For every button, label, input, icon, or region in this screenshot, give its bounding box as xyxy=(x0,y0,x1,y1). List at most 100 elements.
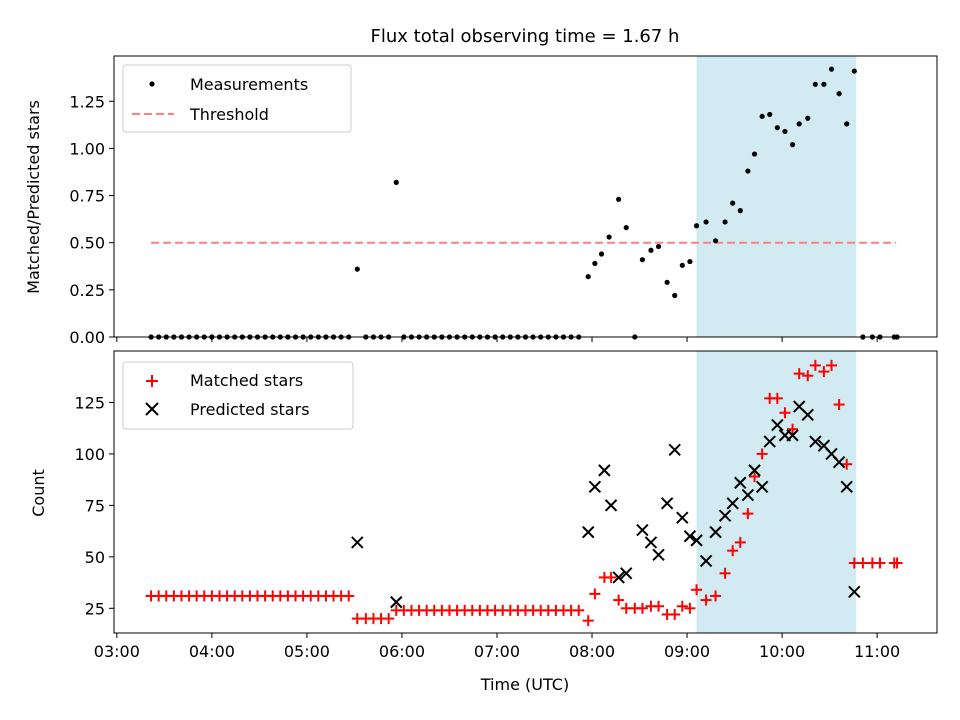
matched-star-point xyxy=(589,588,601,600)
matched-star-point xyxy=(613,594,625,606)
measurement-point xyxy=(805,115,811,121)
top-y-tick-label: 1.00 xyxy=(69,139,105,158)
predicted-star-point xyxy=(582,525,595,539)
top-observing-interval xyxy=(696,56,857,337)
top-legend: Measurements Threshold xyxy=(122,64,352,133)
top-shade-rect xyxy=(696,56,857,337)
bottom-y-tick-label: 100 xyxy=(74,445,105,464)
matched-star-point xyxy=(727,545,739,557)
x-tick-label: 11:00 xyxy=(854,642,900,661)
measurement-point xyxy=(730,200,736,206)
measurement-point xyxy=(782,128,788,135)
predicted-star-point xyxy=(786,429,799,442)
predicted-star-point xyxy=(604,499,618,512)
measurement-point xyxy=(851,68,857,74)
predicted-star-point xyxy=(741,488,755,502)
top-y-axis-ticks: 0.00 0.25 0.50 0.75 1.00 1.25 xyxy=(69,92,114,347)
matched-star-point xyxy=(719,567,731,579)
predicted-star-point xyxy=(848,585,861,599)
measurement-point xyxy=(679,262,685,268)
measurement-point xyxy=(796,121,802,127)
matched-star-point xyxy=(742,508,754,520)
measurement-point xyxy=(722,219,728,225)
measurement-point xyxy=(836,91,842,97)
bottom-y-tick-label: 125 xyxy=(74,393,105,412)
legend-predicted-label: Predicted stars xyxy=(190,400,310,419)
predicted-star-point xyxy=(809,435,822,448)
matched-star-point xyxy=(669,608,681,620)
matched-star-point xyxy=(756,448,768,460)
top-y-tick-label: 0.75 xyxy=(69,187,105,206)
bottom-y-tick-label: 25 xyxy=(85,599,105,618)
matched-star-point xyxy=(787,423,799,435)
measurement-point xyxy=(767,111,773,118)
matched-star-point xyxy=(841,458,853,470)
x-tick-label: 05:00 xyxy=(284,642,330,661)
measurement-point xyxy=(693,223,700,229)
measurement-point xyxy=(354,266,360,272)
matched-star-point xyxy=(691,584,703,596)
legend-matched-marker xyxy=(146,375,158,387)
bottom-x-axis-ticks: 03:00 04:00 05:00 06:00 07:00 08:00 09:00 10:00… xyxy=(94,633,900,661)
predicted-star-point xyxy=(801,408,814,422)
top-x-axis-ticks xyxy=(116,337,878,342)
matched-star-point xyxy=(809,359,821,371)
measurement-point xyxy=(812,81,818,87)
bottom-y-tick-label: 75 xyxy=(85,496,105,515)
measurement-point xyxy=(598,251,605,257)
x-tick-label: 09:00 xyxy=(664,642,710,661)
measurement-point xyxy=(737,208,743,214)
predicted-star-point xyxy=(683,530,697,543)
matched-star-point xyxy=(857,557,869,569)
x-tick-label: 07:00 xyxy=(474,642,520,661)
matched-star-point xyxy=(653,600,665,612)
matched-star-point xyxy=(749,471,761,483)
predicted-star-point xyxy=(832,455,846,469)
predicted-star-point xyxy=(755,480,769,494)
matched-star-point xyxy=(818,366,830,378)
measurement-point xyxy=(745,168,751,174)
x-tick-label: 10:00 xyxy=(759,642,805,661)
measurement-point xyxy=(687,258,693,265)
chart-title: Flux total observing time = 1.67 h xyxy=(371,26,680,47)
top-y-axis-label: Matched/Predicted stars xyxy=(24,100,43,294)
matched-star-point xyxy=(802,370,814,382)
legend-measurements-marker xyxy=(149,81,155,87)
bottom-legend-box xyxy=(122,361,354,430)
top-plot-frame xyxy=(113,55,938,338)
bottom-y-tick-label: 50 xyxy=(85,548,105,567)
predicted-star-point xyxy=(726,497,739,510)
measurement-point xyxy=(592,260,598,267)
predicted-star-point xyxy=(763,435,776,448)
matched-star-point xyxy=(826,359,838,371)
predicted-star-point xyxy=(748,464,761,477)
matched-star-point xyxy=(573,604,585,616)
bottom-legend: Matched stars Predicted stars xyxy=(122,361,354,430)
measurement-point xyxy=(774,125,780,131)
matched-star-point xyxy=(793,368,805,380)
matched-star-point xyxy=(771,392,783,404)
measurement-point xyxy=(648,247,654,253)
bottom-y-axis-label: Count xyxy=(29,469,48,517)
matched-star-point xyxy=(700,594,712,606)
measurement-point xyxy=(759,113,765,119)
matched-star-point xyxy=(605,571,617,583)
predicted-star-point xyxy=(620,567,633,580)
predicted-stars-series xyxy=(351,400,861,609)
measurement-point xyxy=(828,66,835,72)
legend-matched-label: Matched stars xyxy=(190,371,303,390)
matched-star-point xyxy=(874,557,886,569)
measurement-point xyxy=(821,81,827,87)
measurement-point xyxy=(655,243,662,250)
matched-star-point xyxy=(779,407,791,419)
matched-stars-series xyxy=(145,359,903,627)
measurement-point xyxy=(703,219,709,225)
bottom-y-axis-ticks: 25 50 75 100 125 xyxy=(74,393,114,618)
predicted-star-point xyxy=(668,443,681,457)
matched-star-point xyxy=(833,399,845,411)
measurement-point xyxy=(664,279,670,285)
measurement-point xyxy=(789,142,796,148)
predicted-star-point xyxy=(588,480,602,494)
predicted-star-point xyxy=(636,523,649,537)
